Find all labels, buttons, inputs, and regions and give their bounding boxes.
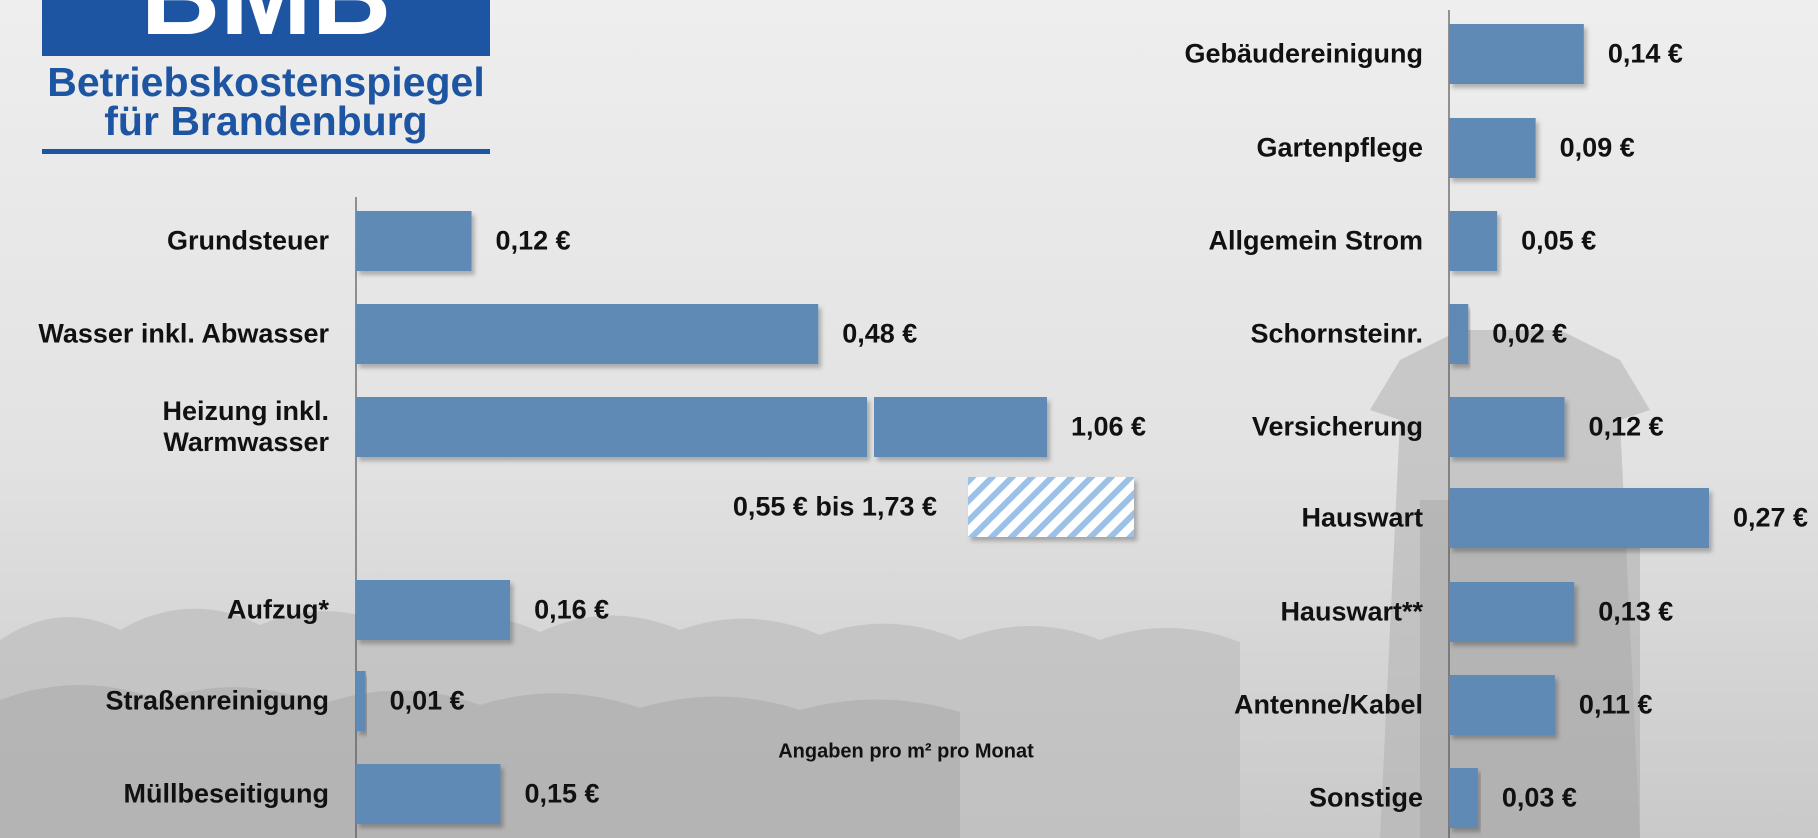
value-label: 0,11 € [1579, 690, 1653, 721]
bar [356, 580, 510, 640]
logo-line: für Brandenburg [42, 101, 490, 141]
value-label: 0,09 € [1560, 133, 1635, 164]
bar [356, 671, 366, 731]
category-label: Allgemein Strom [1100, 226, 1423, 257]
category-label: Müllbeseitigung [4, 779, 329, 810]
footnote: Angaben pro m² pro Monat [700, 737, 1112, 768]
value-label: 0,13 € [1598, 597, 1673, 628]
value-label: 0,48 € [842, 319, 917, 350]
value-label: 0,01 € [390, 686, 465, 717]
page: BMB Betriebskostenspiegel für Brandenbur… [0, 0, 1818, 838]
category-label: Grundsteuer [4, 226, 329, 257]
bar [1449, 675, 1555, 735]
value-label: 0,05 € [1521, 226, 1596, 257]
value-label: 0,12 € [496, 226, 571, 257]
category-label: Aufzug* [4, 595, 329, 626]
logo-line: Betriebskostenspiegel [42, 62, 490, 102]
category-label: Hauswart [1100, 503, 1423, 534]
bar-segment [874, 397, 1047, 457]
bar [356, 211, 472, 271]
bar [356, 397, 1047, 457]
value-label: 0,16 € [534, 595, 609, 626]
bar [1449, 211, 1497, 271]
category-label: Straßenreinigung [4, 686, 329, 717]
bar [1449, 397, 1565, 457]
bar [1449, 488, 1709, 548]
category-label: Sonstige [1100, 783, 1423, 814]
bar [1449, 24, 1584, 84]
bar [1449, 768, 1478, 828]
logo-mark: BMB [42, 0, 490, 56]
bar [1449, 582, 1574, 642]
bar [1449, 118, 1536, 178]
category-label: Heizung inkl. Warmwasser [4, 396, 329, 458]
category-label: Versicherung [1100, 412, 1423, 443]
category-label: Antenne/Kabel [1100, 690, 1423, 721]
category-label: Gartenpflege [1100, 133, 1423, 164]
value-label: 0,12 € [1589, 412, 1664, 443]
logo-underline [42, 149, 490, 154]
value-label: 0,02 € [1492, 319, 1567, 350]
value-label: 0,27 € [1733, 503, 1808, 534]
value-label: 0,14 € [1608, 39, 1683, 70]
value-label: 0,15 € [524, 779, 599, 810]
category-label: Wasser inkl. Abwasser [4, 319, 329, 350]
range-label: 0,55 € bis 1,73 € [600, 492, 937, 523]
value-label: 0,03 € [1502, 783, 1577, 814]
category-label: Gebäudereinigung [1100, 39, 1423, 70]
category-label: Hauswart** [1100, 597, 1423, 628]
category-label: Schornsteinr. [1100, 319, 1423, 350]
bar [356, 764, 500, 824]
bar [1449, 304, 1468, 364]
bar-segment [356, 397, 867, 457]
bar [356, 304, 818, 364]
